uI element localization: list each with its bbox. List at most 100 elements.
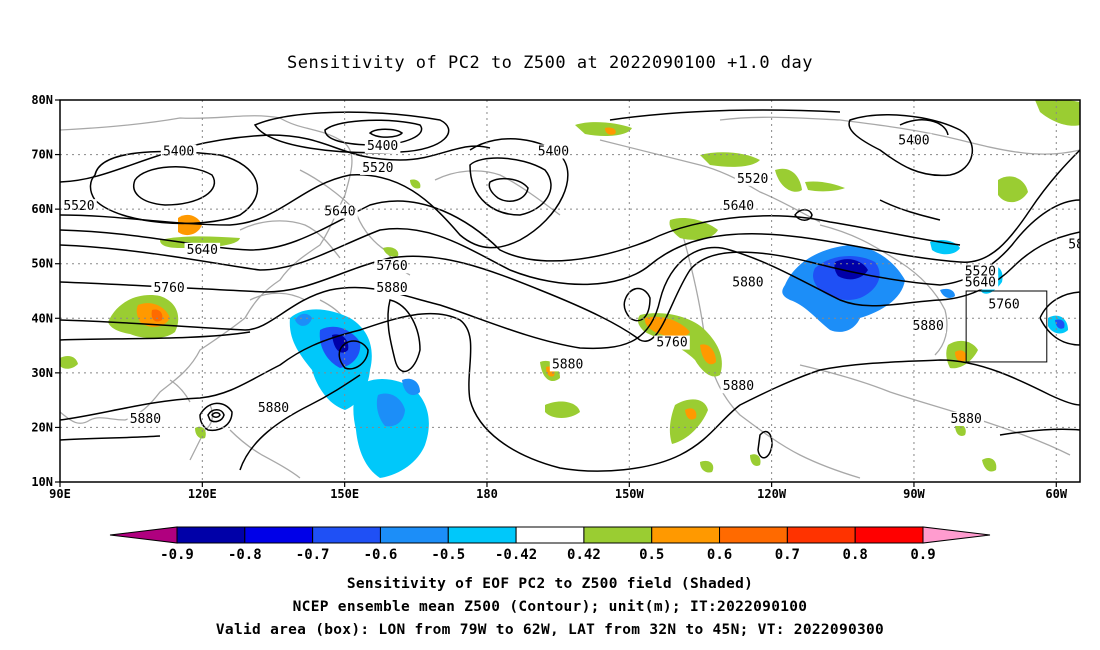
contour-label: 5400 (898, 134, 929, 149)
contour-label: 5400 (538, 145, 569, 160)
lat-tick-label: 70N (31, 148, 53, 162)
figure-caption: Sensitivity of EOF PC2 to Z500 field (Sh… (216, 576, 884, 638)
colorbar-level-label: -0.42 (495, 547, 537, 563)
contour-label-bg (734, 171, 771, 186)
contour-label: 5640 (723, 199, 754, 214)
map-frame (59, 99, 1081, 483)
lat-tick-label: 20N (31, 420, 53, 434)
blue-region-west-pacific (289, 309, 429, 478)
contour-label-bg (151, 281, 187, 295)
contour-label: 5400 (367, 139, 398, 154)
lat-tick-label: 80N (31, 93, 53, 107)
contour-label-bg (962, 264, 999, 279)
lon-tick-label: 120E (188, 487, 217, 501)
lat-tick-label: 40N (31, 311, 53, 325)
colorbar-low-triangle (109, 526, 178, 544)
contour-label: 5880 (950, 412, 981, 427)
caption-line-1: Sensitivity of EOF PC2 to Z500 field (Sh… (347, 576, 753, 592)
contour-label-bg (654, 335, 690, 350)
positive-regions (60, 100, 1080, 473)
contour-label: 5760 (376, 259, 407, 274)
caption-line-2: NCEP ensemble mean Z500 (Contour); unit(… (293, 599, 808, 615)
contour-label-bg (374, 281, 410, 295)
colorbar-level-label: 0.6 (707, 547, 732, 563)
lon-tick-label: 120W (757, 487, 787, 501)
contour-label-bg (322, 204, 358, 219)
lat-tick-label: 10N (31, 475, 53, 489)
contour-label-bg (535, 144, 572, 159)
lon-tick-label: 150W (615, 487, 645, 501)
longitude-ticks: 90E 120E 150E 180 150W 120W 90W 60W (49, 482, 1068, 501)
contour-label: 5880 (376, 281, 407, 296)
contour-label: 5400 (163, 145, 194, 160)
colorbar-segment (583, 526, 653, 544)
contour-label-bg (255, 401, 292, 416)
contour-label: 5880 (552, 357, 583, 372)
lon-tick-label: 90E (49, 487, 71, 501)
colorbar-segment (854, 526, 924, 544)
contour-label: 5520 (737, 172, 768, 187)
map-panel: 5400 5400 54005400552055205520552056405640… (31, 93, 1091, 501)
lon-tick-label: 60W (1045, 487, 1067, 501)
contour-label-bg (720, 379, 757, 394)
lon-tick-label: 180 (476, 487, 498, 501)
lat-tick-label: 50N (31, 257, 53, 271)
lon-tick-label: 90W (903, 487, 925, 501)
contour-label: 5640 (324, 205, 355, 220)
contour-label: 5880 (130, 412, 161, 427)
contour-label-bg (364, 139, 401, 154)
colorbar-segment (651, 526, 721, 544)
contour-label-bg (948, 411, 984, 426)
colorbar-segment (719, 526, 788, 544)
contour-label-bg (127, 411, 164, 426)
colorbar-level-label: 0.7 (775, 547, 800, 563)
colorbar-high-triangle (922, 526, 991, 544)
contour-label-bg (910, 319, 946, 334)
colorbar-level-label: -0.5 (431, 547, 465, 563)
contour-label-bg (896, 133, 932, 148)
colorbar-level-label: -0.9 (160, 547, 194, 563)
contour-label: 5880 (258, 401, 289, 416)
latitude-ticks: 80N 70N 60N 50N 40N 30N 20N 10N (31, 93, 60, 489)
contour-label: 5760 (153, 281, 184, 296)
contour-label-bg (1066, 237, 1080, 252)
colorbar-segment (447, 526, 517, 544)
contour-label: 5520 (63, 199, 94, 214)
caption-line-3: Valid area (box): LON from 79W to 62W, L… (216, 622, 884, 638)
colorbar-level-label: -0.6 (364, 547, 398, 563)
contour-label-bg (720, 199, 757, 214)
contour-label-bg (61, 199, 97, 214)
contour-label-bg (986, 297, 1022, 312)
contour-label-bg (962, 275, 999, 290)
colorbar-segment (515, 526, 585, 544)
colorbar-segment (176, 526, 246, 544)
colorbar-segment (244, 526, 314, 544)
figure-title: Sensitivity of PC2 to Z500 at 2022090100… (287, 53, 813, 73)
contour-label-bg (184, 242, 221, 257)
lat-tick-label: 60N (31, 202, 53, 216)
colorbar-level-label: 0.5 (639, 547, 664, 563)
coastlines (60, 115, 1080, 479)
colorbar-segment (786, 526, 856, 544)
contour-label: 5880 (732, 276, 763, 291)
contour-label: 5520 (362, 161, 393, 176)
contour-label-bg (360, 160, 396, 175)
colorbar-level-label: -0.7 (296, 547, 330, 563)
colorbar-segment (379, 526, 449, 544)
valid-area-rectangle (965, 290, 1048, 363)
contour-label: 588 (1068, 237, 1091, 252)
contour-label-bg (730, 275, 766, 290)
colorbar-level-label: -0.8 (228, 547, 262, 563)
valid-area-box (965, 290, 1048, 363)
dotted-gridlines (60, 100, 1080, 482)
z500-contours (60, 109, 1080, 472)
colorbar-level-label: 0.9 (910, 547, 935, 563)
contour-label: 5880 (723, 379, 754, 394)
contour-label: 5640 (965, 276, 996, 291)
lon-tick-label: 150E (330, 487, 359, 501)
colorbar-segment (312, 526, 381, 544)
colorbar-level-label: 0.42 (567, 547, 601, 563)
contour-label: 5760 (656, 336, 687, 351)
lat-tick-label: 30N (31, 366, 53, 380)
